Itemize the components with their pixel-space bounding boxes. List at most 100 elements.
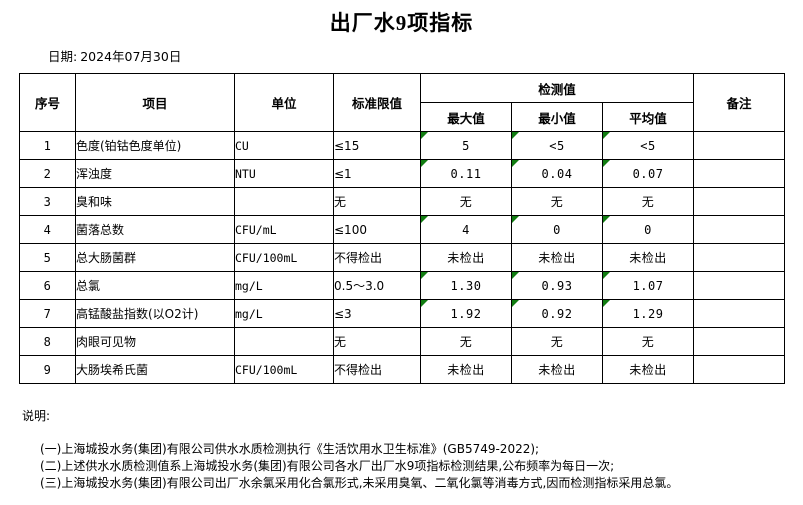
cell-index: 4	[19, 215, 76, 244]
cell-limit: 不得检出	[333, 355, 421, 384]
cell-item: 高锰酸盐指数(以O2计)	[75, 299, 235, 328]
table-row: 4 菌落总数 CFU/mL ≤100 4 0 0	[19, 215, 786, 244]
cell-avg: <5	[601, 131, 695, 160]
cell-unit: mg/L	[234, 271, 334, 300]
text-number-warning-icon	[421, 132, 428, 139]
cell-item: 浑浊度	[75, 159, 235, 188]
text-number-warning-icon	[421, 160, 428, 167]
cell-note	[693, 355, 786, 384]
cell-limit: 不得检出	[333, 243, 421, 272]
text-number-warning-icon	[512, 272, 519, 279]
cell-item: 总大肠菌群	[75, 243, 235, 272]
cell-max: 未检出	[420, 355, 512, 384]
cell-max: 0.11	[420, 159, 512, 188]
text-number-warning-icon	[421, 272, 428, 279]
cell-avg: 0.07	[601, 159, 695, 188]
report-date: 日期: 2024年07月30日	[48, 46, 181, 65]
note-line: (一)上海城投水务(集团)有限公司供水水质检测执行《生活饮用水卫生标准》(GB5…	[40, 442, 540, 456]
cell-unit: CU	[234, 131, 334, 160]
cell-item: 菌落总数	[75, 215, 235, 244]
cell-max: 未检出	[420, 243, 512, 272]
cell-index: 7	[19, 299, 76, 328]
cell-note	[693, 159, 786, 188]
cell-avg: 1.29	[601, 299, 695, 328]
cell-avg: 未检出	[601, 355, 695, 384]
cell-item: 色度(铂钴色度单位)	[75, 131, 235, 160]
notes-list: (一)上海城投水务(集团)有限公司供水水质检测执行《生活饮用水卫生标准》(GB5…	[22, 441, 797, 492]
th-limit: 标准限值	[333, 73, 421, 132]
cell-item: 肉眼可见物	[75, 327, 235, 356]
text-number-warning-icon	[512, 216, 519, 223]
text-number-warning-icon	[603, 132, 610, 139]
cell-min: 无	[511, 327, 603, 356]
report-date-value: 2024年07月30日	[80, 49, 182, 64]
th-measured-group: 检测值	[419, 73, 695, 103]
cell-item: 臭和味	[75, 187, 235, 216]
table-row: 2 浑浊度 NTU ≤1 0.11 0.04 0.07	[19, 159, 786, 188]
cell-max: 1.30	[420, 271, 512, 300]
cell-avg: 0	[601, 215, 695, 244]
text-number-warning-icon	[512, 300, 519, 307]
th-avg: 平均值	[601, 102, 695, 132]
text-number-warning-icon	[603, 216, 610, 223]
cell-avg: 无	[601, 187, 695, 216]
page-title: 出厂水9项指标	[329, 11, 474, 35]
cell-limit: 无	[333, 327, 421, 356]
cell-limit: 0.5～3.0	[333, 271, 421, 300]
cell-avg: 无	[601, 327, 695, 356]
cell-note	[693, 215, 786, 244]
cell-max: 4	[420, 215, 512, 244]
cell-unit: CFU/100mL	[234, 243, 334, 272]
text-number-warning-icon	[512, 160, 519, 167]
cell-min: 0.93	[511, 271, 603, 300]
cell-note	[693, 131, 786, 160]
cell-min: 0	[511, 215, 603, 244]
cell-min: <5	[511, 131, 603, 160]
table-row: 8 肉眼可见物无无无无	[19, 327, 786, 356]
cell-unit	[234, 327, 334, 356]
cell-avg: 未检出	[601, 243, 695, 272]
water-quality-table: 序号 项目 单位 标准限值 检测值 备注 最大值 最小值 平均值 1 色度(铂钴色…	[19, 73, 786, 384]
text-number-warning-icon	[421, 216, 428, 223]
th-max: 最大值	[420, 102, 512, 132]
table-head: 序号 项目 单位 标准限值 检测值 备注 最大值 最小值 平均值	[19, 73, 786, 132]
cell-max: 5	[420, 131, 512, 160]
cell-note	[693, 243, 786, 272]
th-index: 序号	[19, 73, 76, 132]
th-min: 最小值	[511, 102, 603, 132]
cell-index: 2	[19, 159, 76, 188]
cell-unit	[234, 187, 334, 216]
cell-index: 5	[19, 243, 76, 272]
cell-limit: ≤1	[333, 159, 421, 188]
water-quality-table-container: 序号 项目 单位 标准限值 检测值 备注 最大值 最小值 平均值 1 色度(铂钴色…	[19, 73, 786, 384]
cell-min: 无	[511, 187, 603, 216]
cell-max: 无	[420, 187, 512, 216]
note-line: (二)上述供水水质检测值系上海城投水务(集团)有限公司各水厂出厂水9项指标检测结…	[40, 459, 615, 473]
cell-max: 无	[420, 327, 512, 356]
table-header-row-secondary: 最大值 最小值 平均值	[20, 102, 785, 132]
th-note: 备注	[693, 73, 786, 132]
cell-index: 1	[19, 131, 76, 160]
cell-index: 8	[19, 327, 76, 356]
table-row: 9 大肠埃希氏菌 CFU/100mL 不得检出 未检出 未检出 未检出	[19, 355, 786, 384]
text-number-warning-icon	[603, 272, 610, 279]
cell-note	[693, 327, 786, 356]
cell-note	[693, 271, 786, 300]
cell-index: 9	[19, 355, 76, 384]
table-body: 1 色度(铂钴色度单位) CU ≤15 5 <5 <5 2 浑浊度 NTU ≤1 0.11 0.04 0.…	[19, 131, 786, 384]
text-number-warning-icon	[512, 132, 519, 139]
cell-index: 6	[19, 271, 76, 300]
cell-avg: 1.07	[601, 271, 695, 300]
cell-unit: mg/L	[234, 299, 334, 328]
note-line: (三)上海城投水务(集团)有限公司出厂水余氯采用化合氯形式,未采用臭氧、二氧化氯…	[40, 476, 679, 490]
cell-min: 未检出	[511, 243, 603, 272]
th-unit: 单位	[234, 73, 334, 132]
cell-limit: ≤100	[333, 215, 421, 244]
text-number-warning-icon	[603, 160, 610, 167]
cell-limit: 无	[333, 187, 421, 216]
table-header-row-primary: 序号 项目 单位 标准限值 检测值 备注	[19, 73, 786, 132]
cell-limit: ≤3	[333, 299, 421, 328]
cell-note	[693, 299, 786, 328]
table-row: 6 总氯 mg/L 0.5～3.0 1.30 0.93 1.07	[19, 271, 786, 300]
cell-note	[693, 187, 786, 216]
